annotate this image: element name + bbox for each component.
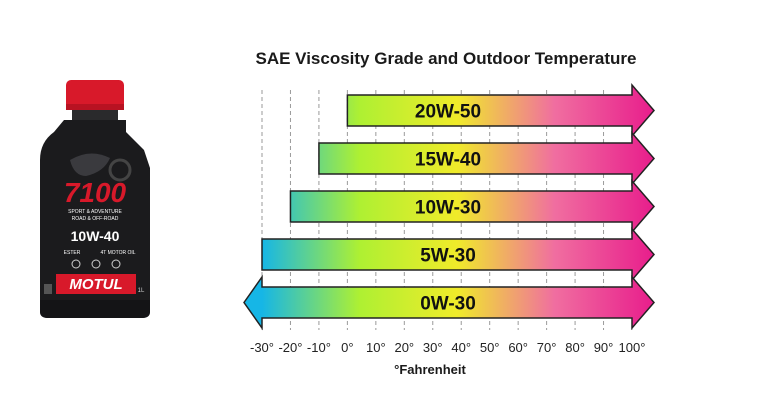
x-tick-label: 70° [537, 340, 557, 355]
x-tick-label: 10° [366, 340, 386, 355]
x-tick-label: 80° [565, 340, 585, 355]
bottle-grade: 10W-40 [71, 228, 120, 244]
bottle-brand: MOTUL [69, 276, 122, 293]
feature-icon [111, 259, 121, 269]
x-tick-label: 40° [451, 340, 471, 355]
viscosity-bar-10w-30 [289, 178, 655, 235]
x-tick-label: 60° [508, 340, 528, 355]
x-tick-label: -20° [278, 340, 302, 355]
bottle-line1: SPORT & ADVENTURE [68, 209, 122, 215]
viscosity-bar-15w-40 [318, 130, 655, 187]
viscosity-bar-20w-50 [346, 82, 655, 139]
x-tick-label: -10° [307, 340, 331, 355]
x-tick-label: 0° [341, 340, 353, 355]
x-tick-label: 20° [394, 340, 414, 355]
feature-icon [71, 259, 81, 269]
viscosity-bar-0w-30 [243, 274, 655, 331]
x-tick-label: -30° [250, 340, 274, 355]
x-axis-label: °Fahrenheit [394, 362, 466, 377]
x-tick-label: 90° [594, 340, 614, 355]
bottle-engine: 4T MOTOR OIL [100, 250, 135, 256]
bottle-line2: ROAD & OFF-ROAD [72, 216, 119, 222]
bottle-model: 7100 [64, 177, 127, 208]
viscosity-bar-label: 5W-30 [420, 246, 476, 267]
bottle-body [40, 120, 150, 318]
viscosity-bar-label: 0W-30 [420, 294, 476, 315]
viscosity-bar-5w-30 [261, 226, 655, 283]
bottle-cap [66, 80, 124, 110]
bottle-brand-band [56, 274, 136, 294]
viscosity-bar-label: 15W-40 [415, 150, 481, 171]
feature-icon [91, 259, 101, 269]
viscosity-bar-label: 10W-30 [415, 198, 481, 219]
x-tick-label: 50° [480, 340, 500, 355]
viscosity-bar-label: 20W-50 [415, 102, 481, 123]
x-tick-label: 30° [423, 340, 443, 355]
chart-title: SAE Viscosity Grade and Outdoor Temperat… [255, 49, 637, 68]
x-tick-label: 100° [619, 340, 646, 355]
bottle-type: ESTER [64, 250, 81, 256]
bottle-volume: 1L [138, 288, 145, 294]
